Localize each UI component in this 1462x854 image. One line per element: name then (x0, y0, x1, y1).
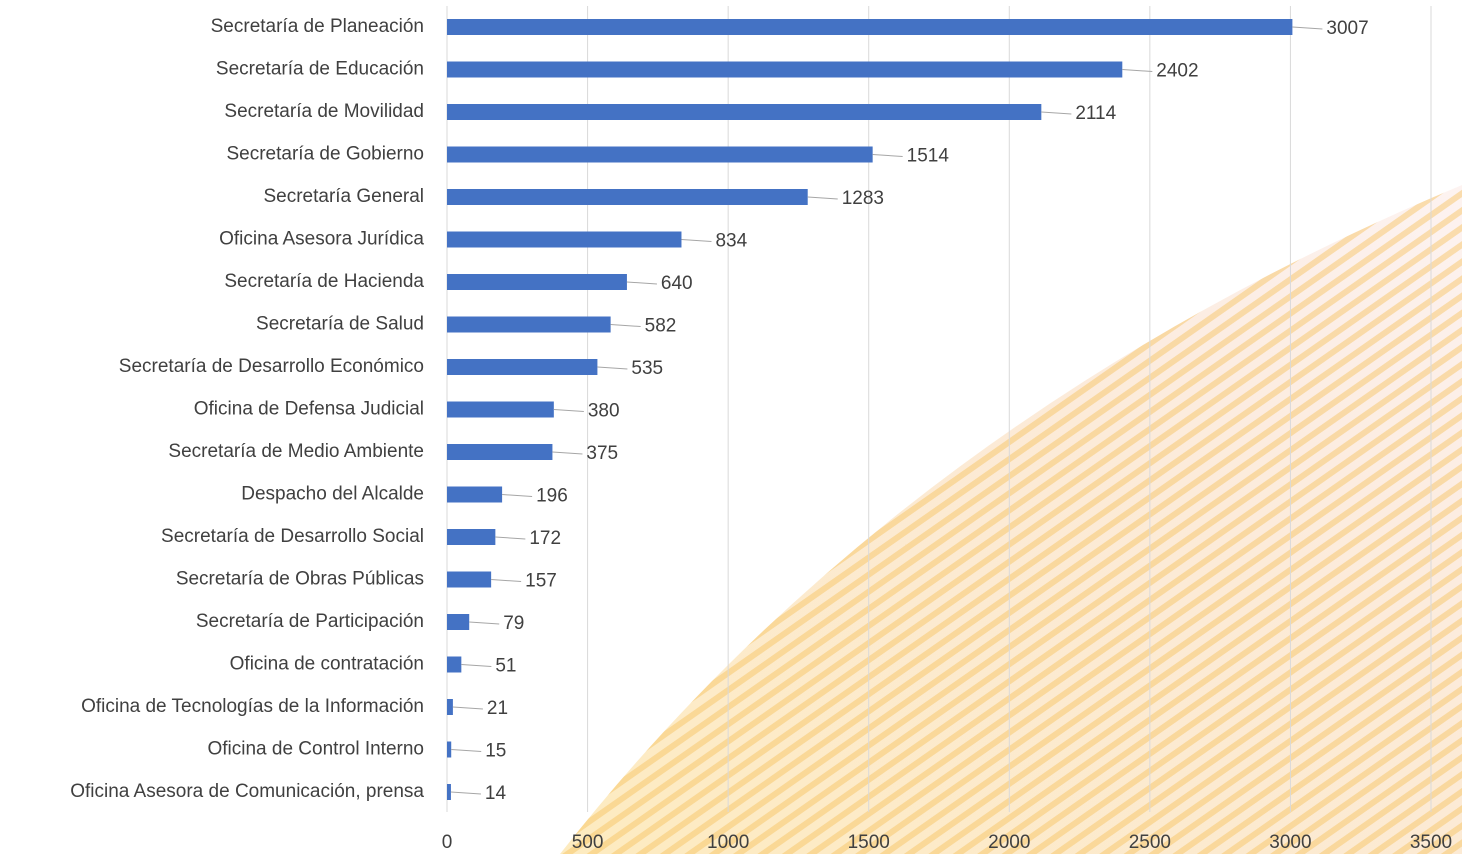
bar (447, 784, 451, 800)
data-label: 21 (487, 698, 508, 719)
data-label: 2114 (1075, 103, 1116, 124)
leader-line (451, 749, 482, 752)
data-label: 196 (536, 486, 568, 507)
leader-line (872, 154, 903, 157)
y-tick-label: Secretaría de Participación (196, 611, 424, 632)
y-tick-label: Secretaría de Salud (256, 314, 424, 335)
y-tick-label: Oficina de Defensa Judicial (194, 399, 424, 420)
bar (447, 614, 470, 630)
y-tick-label: Oficina Asesora Jurídica (219, 229, 424, 250)
y-tick-label: Secretaría de Hacienda (224, 271, 424, 292)
y-tick-label: Despacho del Alcalde (241, 484, 424, 505)
leader-line (553, 409, 584, 412)
x-tick-label: 0 (442, 832, 453, 853)
bar (447, 444, 553, 460)
bar (447, 274, 627, 290)
bar (447, 656, 462, 673)
leader-line (1292, 26, 1323, 30)
bar (447, 699, 453, 715)
bar (447, 61, 1123, 78)
data-label: 79 (503, 613, 524, 634)
bar (447, 231, 682, 248)
data-label: 535 (631, 358, 663, 379)
x-tick-label: 1000 (707, 832, 749, 853)
x-tick-label: 2500 (1129, 832, 1171, 853)
leader-line (469, 621, 500, 625)
leader-line (1122, 69, 1153, 72)
y-tick-label: Secretaría de Medio Ambiente (168, 441, 424, 462)
leader-line (626, 281, 657, 285)
leader-line (1041, 111, 1072, 115)
data-label: 1514 (907, 146, 950, 167)
bar (447, 146, 873, 163)
x-tick-label: 3500 (1410, 832, 1452, 853)
data-label: 375 (586, 443, 618, 464)
y-tick-label: Oficina Asesora de Comunicación, prensa (70, 781, 424, 802)
data-label: 51 (495, 656, 516, 677)
y-tick-label: Secretaría de Movilidad (224, 101, 424, 122)
leader-line (495, 536, 526, 540)
data-label: 157 (525, 571, 557, 592)
data-label: 14 (485, 783, 507, 804)
bar (447, 189, 808, 205)
leader-line (610, 324, 641, 327)
data-label: 380 (588, 401, 620, 422)
x-tick-label: 1500 (848, 832, 890, 853)
grid: 0 500 1000 1500 2000 2500 3000 3500 (442, 6, 1452, 853)
y-tick-label: Secretaría de Educación (216, 59, 424, 80)
bar (447, 359, 598, 375)
data-label: 3007 (1326, 18, 1368, 39)
data-label: 2402 (1156, 61, 1198, 82)
bar (447, 401, 554, 418)
leader-line (552, 451, 583, 455)
data-label: 640 (661, 273, 693, 294)
leader-line (452, 706, 483, 710)
leader-line (502, 494, 533, 497)
bar (447, 741, 452, 758)
x-tick-label: 2000 (988, 832, 1030, 853)
leader-line (450, 791, 481, 795)
data-label: 15 (485, 741, 506, 762)
x-tick-label: 500 (572, 832, 604, 853)
data-label: 834 (715, 231, 747, 252)
bar (447, 316, 611, 333)
leader-line (681, 239, 712, 242)
y-tick-label: Secretaría de Obras Públicas (176, 569, 424, 590)
bar (447, 19, 1293, 35)
x-tick-label: 3000 (1269, 832, 1311, 853)
data-label: 172 (529, 528, 561, 549)
y-tick-label: Secretaría General (263, 186, 424, 207)
leader-line (491, 579, 522, 582)
bar (447, 104, 1042, 120)
background-decoration (560, 185, 1462, 854)
leader-line (461, 664, 492, 667)
y-tick-label: Secretaría de Planeación (211, 16, 424, 37)
data-label: 1283 (842, 188, 884, 209)
bars: Secretaría de Planeación 3007 Secretaría d… (70, 16, 1368, 804)
leader-line (597, 366, 628, 370)
y-tick-label: Secretaría de Gobierno (226, 144, 424, 165)
data-label: 582 (645, 316, 677, 337)
y-tick-label: Oficina de contratación (230, 654, 424, 675)
y-tick-label: Secretaría de Desarrollo Social (161, 526, 424, 547)
y-tick-label: Secretaría de Desarrollo Económico (119, 356, 424, 377)
leader-line (807, 196, 838, 200)
bar (447, 529, 496, 545)
bar (447, 486, 503, 503)
bar (447, 571, 492, 588)
y-tick-label: Oficina de Control Interno (207, 739, 424, 760)
y-tick-label: Oficina de Tecnologías de la Información (81, 696, 424, 717)
